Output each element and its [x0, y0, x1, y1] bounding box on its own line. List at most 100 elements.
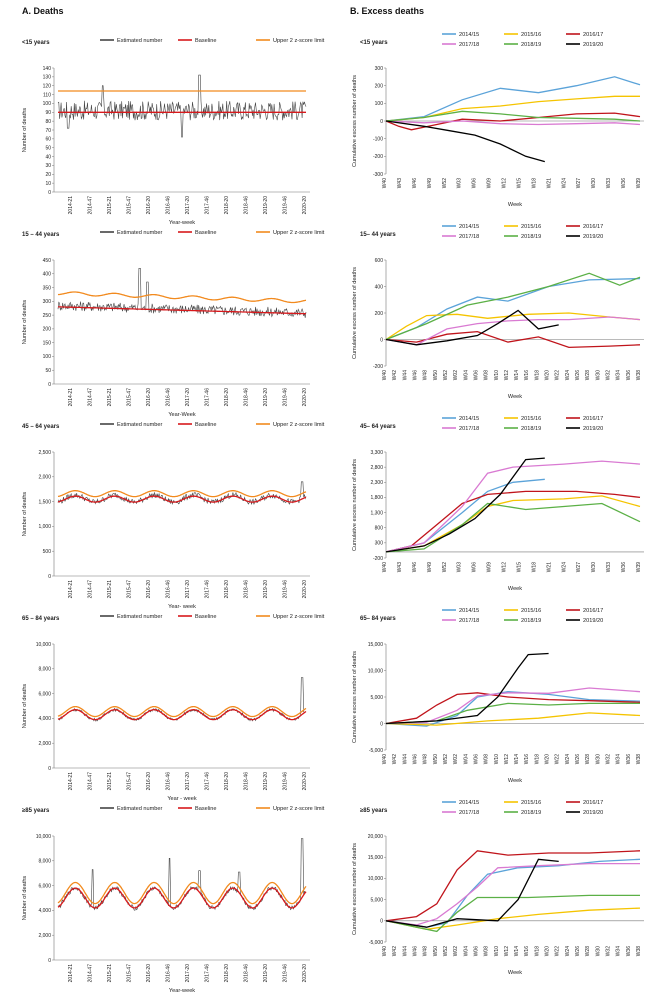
b4-xtick-label: W30: [595, 754, 601, 765]
a3-xtick-label: 2015-47: [127, 580, 133, 599]
b1-xtick-label: W03: [457, 178, 463, 189]
b4-xtick-label: W36: [626, 754, 632, 765]
a3-xtick-label: 2018-46: [244, 580, 250, 599]
a5-ytick-label: 8,000: [38, 859, 51, 865]
b3-xtick-label: W46: [412, 562, 418, 573]
b5-ytick-label: 10,000: [368, 876, 384, 882]
a4-legend-entry: Estimated number: [117, 614, 163, 620]
b4-xtick-label: W20: [545, 754, 551, 765]
b2-legend-entry: 2016/17: [583, 224, 603, 230]
a4-xtick-label: 2018-20: [224, 772, 230, 791]
b3-legend-entry: 2015/16: [521, 416, 541, 422]
b2-xtick-label: W32: [606, 370, 612, 381]
b3-xtick-label: W15: [516, 562, 522, 573]
b5-xtick-label: W50: [433, 946, 439, 957]
b4-xtick-label: W52: [443, 754, 449, 765]
b5-xtick-label: W10: [494, 946, 500, 957]
b3-xtick-label: W33: [606, 562, 612, 573]
a3-xtick-label: 2014-21: [68, 580, 74, 599]
a1-ytick-label: 140: [43, 66, 52, 72]
a2-legend-entry: Upper 2 z-score limit: [273, 230, 325, 236]
a3-series-upper: [57, 490, 307, 498]
b3-legend-entry: 2019/20: [583, 426, 603, 432]
a4-xtick-label: 2014-47: [88, 772, 94, 791]
b5-legend-entry: 2014/15: [459, 800, 479, 806]
b3-xtick-label: W43: [397, 562, 403, 573]
a3-xtick-label: 2015-21: [107, 580, 113, 599]
b2-xtick-label: W02: [453, 370, 459, 381]
a3-ytick-label: 1,500: [38, 499, 51, 505]
a5-xtick-label: 2019-20: [263, 964, 269, 983]
b3-legend-entry: 2014/15: [459, 416, 479, 422]
a3-legend-entry: Baseline: [195, 422, 216, 428]
a5-xtick-label: 2019-46: [283, 964, 289, 983]
a4-xtick-label: 2020-20: [302, 772, 308, 791]
panel-b-title: B. Excess deaths: [350, 6, 424, 16]
a1-title: <15 years: [22, 40, 50, 46]
a4-legend-entry: Upper 2 z-score limit: [273, 614, 325, 620]
a1-ytick-label: 60: [45, 137, 51, 143]
b5-xtick-label: W44: [402, 946, 408, 957]
b2-xtick-label: W38: [636, 370, 642, 381]
b2-ytick-label: -200: [373, 364, 383, 370]
a2-xtick-label: 2017-20: [185, 388, 191, 407]
a4-xtick-label: 2014-21: [68, 772, 74, 791]
a5-xlabel: Year-week: [169, 988, 195, 994]
b1-xtick-label: W46: [412, 178, 418, 189]
a3-xtick-label: 2014-47: [88, 580, 94, 599]
b5-legend-entry: 2016/17: [583, 800, 603, 806]
a3-ylabel: Number of deaths: [22, 492, 28, 537]
a3-xtick-label: 2017-20: [185, 580, 191, 599]
b3-ytick-label: 800: [375, 526, 384, 532]
b2-xtick-label: W34: [616, 370, 622, 381]
a5-xtick-label: 2017-20: [185, 964, 191, 983]
a2-xtick-label: 2018-20: [224, 388, 230, 407]
a2-xtick-label: 2016-20: [146, 388, 152, 407]
b1-series-s2016_17: [385, 112, 641, 131]
b4-ytick-label: -5,000: [369, 748, 383, 754]
b1-legend-entry: 2016/17: [583, 32, 603, 38]
a5-ytick-label: 0: [48, 958, 51, 964]
b3-legend-entry: 2018/19: [521, 426, 541, 432]
a2-xtick-label: 2017-46: [205, 388, 211, 407]
b4-xtick-label: W38: [636, 754, 642, 765]
a5-series-upper: [57, 881, 307, 905]
a4-xtick-label: 2015-21: [107, 772, 113, 791]
b2-legend-entry: 2015/16: [521, 224, 541, 230]
a4-xtick-label: 2018-46: [244, 772, 250, 791]
b2-xtick-label: W10: [494, 370, 500, 381]
a5-xtick-label: 2014-47: [88, 964, 94, 983]
b5-legend-entry: 2015/16: [521, 800, 541, 806]
b4-xtick-label: W34: [616, 754, 622, 765]
b1-series-s2018_19: [385, 110, 641, 122]
a5-xtick-label: 2016-46: [166, 964, 172, 983]
a4-xtick-label: 2016-46: [166, 772, 172, 791]
b3-ytick-label: 1,800: [370, 495, 383, 501]
a4-series-estimated: [57, 677, 307, 722]
b1-ytick-label: 100: [375, 101, 384, 107]
a1-ytick-label: 0: [48, 190, 51, 196]
a2-xtick-label: 2014-47: [88, 388, 94, 407]
b2-xtick-label: W48: [423, 370, 429, 381]
b1-ylabel: Cumulative excess number of deaths: [352, 75, 358, 167]
b5-ylabel: Cumulative excess number of deaths: [352, 843, 358, 935]
b3-legend-entry: 2017/18: [459, 426, 479, 432]
b3-xtick-label: W12: [502, 562, 508, 573]
b4-ytick-label: 10,000: [368, 668, 384, 674]
a2-series-upper: [57, 291, 307, 304]
a1-ytick-label: 20: [45, 172, 51, 178]
a1-legend-entry: Estimated number: [117, 38, 163, 44]
b5-xtick-label: W26: [575, 946, 581, 957]
b3-xtick-label: W21: [546, 562, 552, 573]
b2-xtick-label: W12: [504, 370, 510, 381]
a4-title: 65 – 84 years: [22, 616, 60, 622]
b1-xtick-label: W33: [606, 178, 612, 189]
b4-xlabel: Week: [508, 778, 522, 784]
b5-xtick-label: W22: [555, 946, 561, 957]
b1-xlabel: Week: [508, 202, 522, 208]
a2-title: 15 – 44 years: [22, 232, 60, 238]
b5-ytick-label: 15,000: [368, 855, 384, 861]
b5-xtick-label: W30: [595, 946, 601, 957]
b2-ylabel: Cumulative excess number of deaths: [352, 267, 358, 359]
b4-xtick-label: W32: [606, 754, 612, 765]
